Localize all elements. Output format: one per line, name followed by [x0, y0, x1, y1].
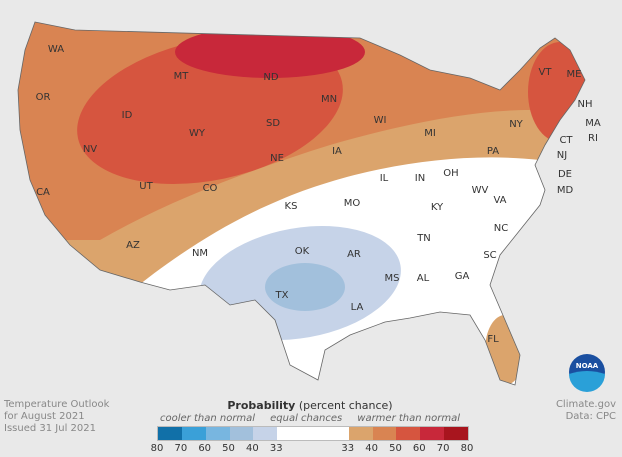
state-label: MI	[424, 128, 436, 139]
state-label: OH	[443, 168, 458, 179]
outlook-map: WA OR CA NV ID MT WY UT AZ CO NM ND SD N…	[17, 21, 605, 392]
state-label: TN	[416, 233, 431, 244]
state-label: DE	[558, 169, 572, 180]
legend-subtitle: (percent chance)	[295, 399, 393, 412]
state-label: NV	[83, 144, 97, 155]
state-label: AZ	[126, 240, 140, 251]
legend-title: Probability	[227, 399, 296, 412]
state-label: NE	[270, 153, 284, 164]
state-label: ID	[122, 110, 133, 121]
legend-tick: 40	[246, 443, 259, 454]
state-label: MA	[585, 118, 601, 129]
noaa-logo: NOAA	[569, 354, 605, 392]
state-label: VT	[539, 67, 553, 78]
legend-cooler: cooler than normal	[160, 413, 256, 424]
legend-tick: 50	[389, 443, 402, 454]
legend-tick: 70	[174, 443, 188, 454]
legend-tick: 33	[269, 443, 283, 454]
state-label: PA	[487, 146, 499, 157]
state-label: IL	[380, 173, 389, 184]
legend-ticks: 80 70 60 50 40 33 33 40 50 60 70 80	[150, 443, 474, 455]
state-label: NC	[494, 223, 508, 234]
legend-warmer: warmer than normal	[357, 413, 460, 424]
state-label: CT	[559, 135, 573, 146]
state-label: IA	[332, 146, 342, 157]
state-label: AR	[347, 249, 361, 260]
legend-swatch	[396, 427, 421, 440]
legend-swatch	[348, 427, 373, 440]
state-label: WI	[374, 115, 387, 126]
legend-swatch	[181, 427, 206, 440]
state-label: ND	[263, 72, 278, 83]
state-label: NJ	[557, 150, 567, 161]
state-label: TX	[275, 290, 289, 301]
state-label: VA	[493, 195, 506, 206]
state-label: NY	[509, 119, 523, 130]
map-info: Temperature Outlook for August 2021 Issu…	[4, 399, 109, 435]
cool-40-50-zone	[265, 263, 345, 311]
data-source: Data: CPC	[565, 411, 616, 422]
state-label: AL	[417, 273, 430, 284]
legend-tick: 60	[412, 443, 426, 454]
state-label: MO	[344, 198, 361, 209]
legend-tick: 60	[198, 443, 212, 454]
legend-tick: 80	[150, 443, 164, 454]
state-label: MD	[557, 185, 574, 196]
legend-swatch	[372, 427, 397, 440]
state-labels: WA OR CA NV ID MT WY UT AZ CO NM ND SD N…	[36, 44, 601, 345]
legend-swatch	[444, 427, 468, 440]
state-label: MN	[321, 94, 337, 105]
legend-tick: 33	[341, 443, 355, 454]
legend-tick: 80	[460, 443, 474, 454]
state-label: SD	[266, 118, 280, 129]
svg-text:NOAA: NOAA	[576, 362, 599, 370]
state-label: GA	[455, 271, 470, 282]
legend-swatch	[277, 427, 349, 440]
state-label: CO	[203, 183, 218, 194]
state-label: RI	[588, 133, 598, 144]
state-label: IN	[415, 173, 425, 184]
legend-tick: 70	[436, 443, 450, 454]
state-label: NM	[192, 248, 208, 259]
credit-text: Climate.gov	[555, 399, 616, 410]
state-label: FL	[487, 334, 499, 345]
warm-60-70-zone	[175, 26, 365, 78]
state-label: CA	[36, 187, 50, 198]
legend-swatch	[229, 427, 254, 440]
state-label: KS	[285, 201, 298, 212]
state-label: SC	[483, 250, 496, 261]
legend-swatch	[253, 427, 278, 440]
legend-tick: 40	[365, 443, 378, 454]
issued-date: Issued 31 Jul 2021	[4, 423, 96, 434]
state-label: OK	[295, 246, 310, 257]
state-label: UT	[139, 181, 153, 192]
state-label: WY	[189, 128, 206, 139]
legend-tick: 50	[222, 443, 235, 454]
legend-swatch	[420, 427, 445, 440]
state-label: OR	[36, 92, 51, 103]
probability-legend: Probability (percent chance) cooler than…	[150, 399, 474, 455]
legend-swatch	[158, 427, 182, 440]
state-label: LA	[351, 302, 364, 313]
credits: Climate.gov Data: CPC	[556, 399, 616, 423]
state-label: KY	[431, 202, 444, 213]
state-label: ME	[567, 69, 582, 80]
map-title: Temperature Outlook	[4, 399, 110, 410]
state-label: NH	[578, 99, 593, 110]
state-label: WA	[48, 44, 64, 55]
legend-equal: equal chances	[270, 413, 343, 424]
legend-swatch	[205, 427, 230, 440]
state-label: MT	[174, 71, 190, 82]
map-period: for August 2021	[4, 411, 85, 422]
state-label: MS	[385, 273, 400, 284]
legend-color-bar	[157, 426, 469, 441]
state-label: WV	[472, 185, 489, 196]
